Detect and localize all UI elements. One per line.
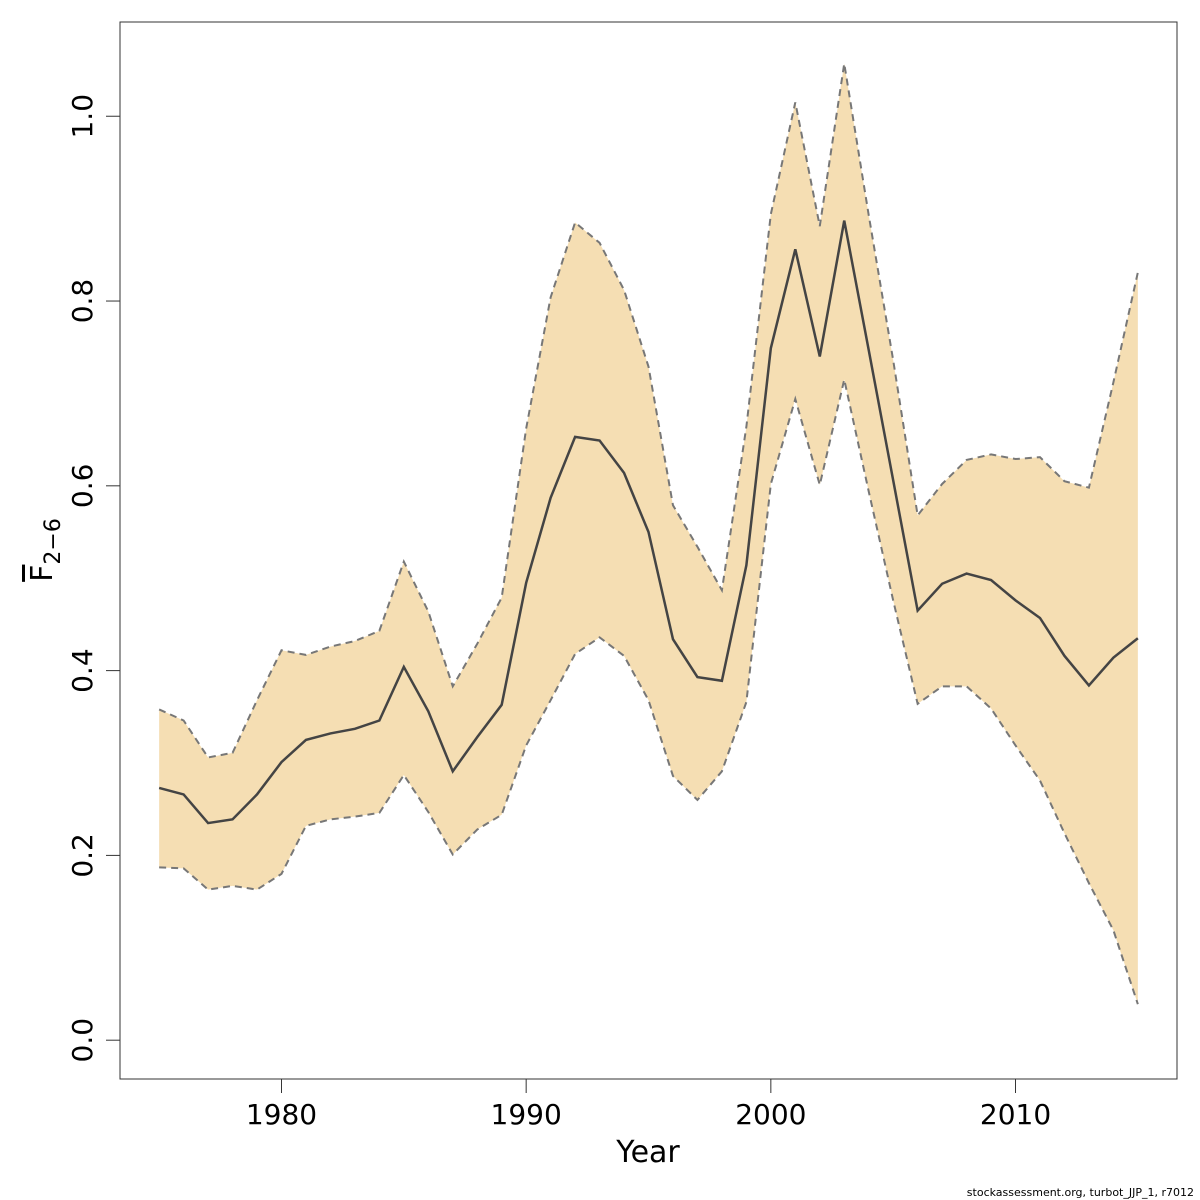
y-axis-label-main: F <box>25 565 60 582</box>
upper-bound-line <box>158 63 1139 759</box>
lower-bound-line <box>159 379 1139 1005</box>
footer: stockassessment.org, turbot_JJP_1, r7012 <box>967 1186 1194 1199</box>
y-tick-label: 0.0 <box>66 1018 99 1063</box>
y-axis-label-sub: 2−6 <box>41 518 66 564</box>
x-axis-label: Year <box>615 1135 680 1170</box>
y-tick-label: 1.0 <box>66 94 99 139</box>
x-tick-label: 2010 <box>980 1098 1051 1131</box>
y-tick-label: 0.8 <box>66 279 99 324</box>
estimate-line <box>158 220 1139 825</box>
x-tick-label: 2000 <box>735 1098 806 1131</box>
x-tick-label: 1980 <box>246 1098 317 1131</box>
y-tick-label: 0.4 <box>66 648 99 693</box>
x-tick-label: 1990 <box>491 1098 562 1131</box>
y-axis-label: F2−6 <box>25 518 66 582</box>
y-tick-label: 0.6 <box>66 464 99 509</box>
y-tick-label: 0.2 <box>66 833 99 878</box>
